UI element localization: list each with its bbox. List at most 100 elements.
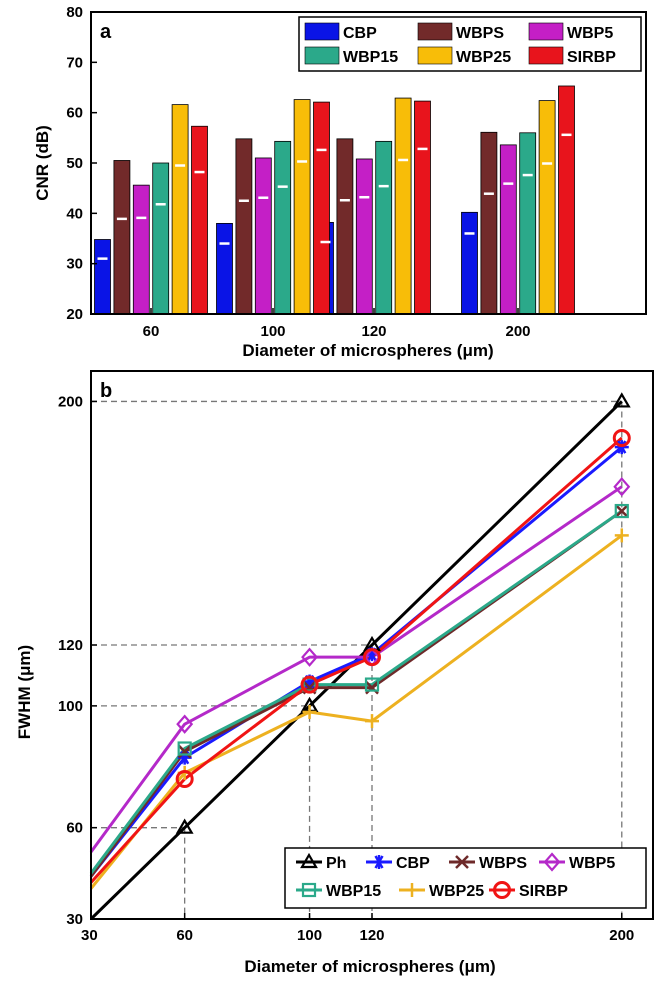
series-line-wbp25: [89, 534, 623, 890]
legend-label-wbps: WBPS: [456, 25, 504, 42]
point-wbp5-200: [613, 477, 631, 497]
marker-shape: [301, 882, 317, 898]
legend-label-cbp: CBP: [343, 25, 377, 42]
bar-wbps-100: [235, 138, 253, 315]
point-wbp25-120: [365, 714, 379, 729]
legend-swatch-wbp15: [304, 46, 340, 65]
y-axis-label: FWHM (μm): [15, 645, 34, 739]
series-line-wbp15: [89, 509, 623, 875]
bar-wbp15-100: [274, 140, 292, 315]
y-tick-label: 20: [66, 306, 83, 323]
point-wbp25-200: [614, 528, 629, 543]
point-wbps-200: [614, 504, 629, 518]
y-tick-label: 100: [58, 698, 83, 715]
marker-stroke: [455, 855, 469, 869]
series-marker-group: [175, 392, 631, 834]
bar-wbp25-100: [293, 99, 311, 315]
legend-label-wbp15: WBP15: [326, 883, 381, 900]
y-tick-group: 20 30 40 50 60 70 80: [66, 4, 97, 323]
point-wbp25-100: [302, 704, 317, 719]
bar-series-group: [94, 85, 575, 315]
x-tick-label: 100: [260, 323, 285, 340]
x-tick-label: 200: [505, 323, 530, 340]
bar-cbp-60: [94, 239, 111, 315]
x-tick-label: 120: [361, 323, 386, 340]
marker-shape: [300, 675, 319, 694]
marker-shape: [175, 818, 194, 834]
legend-swatch-sirbp: [528, 46, 564, 65]
x-tick-group: 30 60 100 120 200: [81, 913, 634, 944]
marker-shape: [613, 477, 631, 497]
legend-label-wbp25: WBP25: [429, 883, 484, 900]
x-tick-label: 60: [176, 927, 193, 944]
legend-marker-ph: [300, 852, 318, 869]
series-line-wbp5: [89, 485, 623, 853]
legend-label-sirbp: SIRBP: [519, 883, 568, 900]
point-wbp5-60: [176, 714, 194, 734]
marker-shape: [612, 428, 631, 447]
marker-shape: [301, 647, 319, 667]
legend-label-wbp5: WBP5: [569, 855, 615, 872]
marker-shape: [300, 852, 318, 869]
legend-label-sirbp: SIRBP: [567, 49, 616, 66]
point-wbp15-120: [364, 677, 380, 692]
y-tick-label: 120: [58, 637, 83, 654]
x-tick-label: 30: [81, 927, 98, 944]
bar-sirbp-100: [313, 101, 330, 315]
bar-wbp25-200: [538, 100, 556, 315]
legend-marker-sirbp: [493, 881, 511, 899]
point-wbp15-200: [614, 503, 629, 519]
x-axis-label: Diameter of microspheres (μm): [242, 341, 493, 360]
series-line-group: [89, 400, 623, 921]
marker-shape: [364, 677, 380, 692]
bar-wbps-60: [113, 160, 131, 315]
x-tick-label: 120: [359, 927, 384, 944]
legend-label-wbp15: WBP15: [343, 49, 398, 66]
y-tick-label: 30: [66, 256, 83, 273]
legend-swatch-wbps: [417, 22, 453, 41]
bar-wbp15-60: [152, 162, 170, 315]
y-tick-label: 30: [66, 911, 83, 928]
y-tick-label: 50: [66, 155, 83, 172]
x-tick-label: 200: [609, 927, 634, 944]
legend-swatch-cbp: [304, 22, 340, 41]
legend-swatch-wbp5: [528, 22, 564, 41]
point-sirbp-100: [300, 675, 319, 694]
y-tick-label: 80: [66, 4, 83, 21]
y-tick-label: 60: [66, 820, 83, 837]
point-sirbp-200: [612, 428, 631, 447]
point-wbp5-100: [301, 647, 319, 667]
legend-box: [298, 16, 642, 72]
bar-sirbp-200: [558, 85, 575, 315]
legend-marker-wbp5: [543, 852, 561, 872]
panel-letter-b: b: [100, 380, 112, 402]
bar-wbp25-60: [171, 104, 189, 315]
legend-label-wbps: WBPS: [479, 855, 527, 872]
bar-wbps-120: [336, 138, 354, 315]
x-tick-group: 60 100 120 200: [143, 308, 531, 340]
x-tick-label: 60: [143, 323, 160, 340]
legend-swatch-wbp25: [417, 46, 453, 65]
legend-marker-cbp: [372, 855, 386, 869]
point-cbp-200: [614, 440, 629, 455]
y-tick-label: 40: [66, 205, 83, 222]
legend-label-wbp5: WBP5: [567, 25, 613, 42]
bar-cbp-200: [461, 211, 478, 315]
point-ph-60: [175, 818, 194, 834]
series-line-cbp: [89, 445, 623, 878]
legend-marker-wbp15: [301, 882, 317, 898]
legend-label-cbp: CBP: [396, 855, 430, 872]
bar-sirbp-60: [191, 125, 208, 315]
panel-a-cnr-bar-chart: 20 30 40 50 60 70 80 60 100 120 200 a CNR (dB) Di…: [33, 4, 647, 360]
bar-wbp25-120: [394, 97, 412, 315]
legend-marker-wbp25: [405, 883, 419, 897]
marker-stroke: [614, 504, 629, 518]
point-wbp15-60: [177, 741, 192, 756]
marker-shape: [363, 648, 381, 667]
y-tick-group: 30 60 100 120 200: [58, 393, 97, 928]
bar-sirbp-120: [414, 100, 431, 315]
y-tick-label: 70: [66, 54, 83, 71]
bar-wbp5-200: [499, 144, 517, 315]
bar-wbp5-120: [355, 158, 373, 315]
